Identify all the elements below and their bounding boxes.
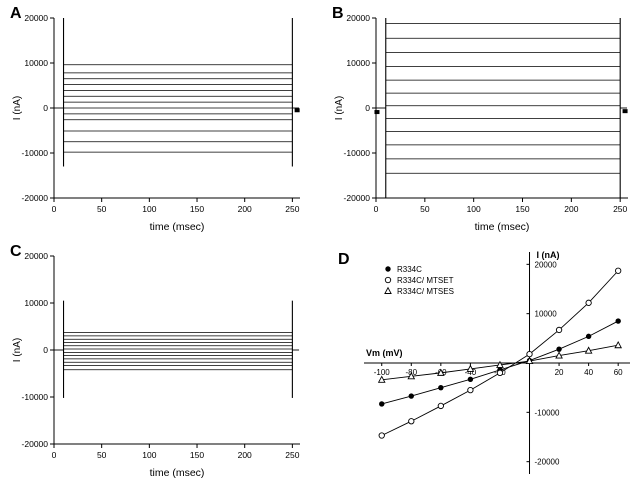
panel-d-plot: -100-80-60-40-20204060-20000-10000100002… — [364, 250, 630, 474]
marker-filled-circle — [379, 401, 385, 407]
panel-b-label: B — [332, 5, 344, 22]
y-axis-title: I (nA) — [12, 338, 23, 362]
x-tick-label: 200 — [238, 450, 252, 460]
marker-filled-circle — [438, 384, 444, 391]
y-tick-label: 20000 — [24, 251, 48, 261]
panel-c: C 0 50 100 150 200 250 -20000 -10000 0 10000 20000… — [8, 244, 310, 486]
marker-filled-circle — [585, 333, 592, 340]
x-tick-label: -40 — [465, 368, 477, 377]
marker-filled-circle — [615, 318, 621, 324]
x-axis-title: Vm (mV) — [366, 348, 403, 358]
y-tick-label: 10000 — [535, 310, 558, 319]
x-tick-label: 50 — [97, 204, 107, 214]
holding-marker — [374, 110, 380, 115]
marker-open-triangle — [555, 351, 563, 359]
marker-open-circle — [378, 432, 385, 439]
y-tick-label: 0 — [43, 345, 48, 355]
x-tick-label: 0 — [52, 450, 57, 460]
y-tick-label: -10000 — [22, 392, 49, 402]
y-tick-label: -10000 — [22, 148, 49, 158]
y-tick-label: 10000 — [346, 58, 370, 68]
y-tick-label: 20000 — [346, 13, 370, 23]
marker-open-triangle — [466, 364, 475, 372]
marker-filled-circle — [556, 346, 562, 352]
panel-c-plot: 0 50 100 150 200 250 -20000 -10000 0 10000 20000 ti… — [12, 251, 300, 479]
x-tick-label: 200 — [564, 204, 578, 214]
y-tick-label: 0 — [43, 103, 48, 113]
panel-c-label: C — [10, 243, 22, 260]
marker-open-circle — [467, 386, 474, 394]
y-tick-label: -20000 — [22, 439, 49, 449]
marker-open-triangle — [525, 356, 534, 364]
y-axis-title: I (nA) — [334, 96, 345, 120]
x-tick-label: 0 — [374, 204, 379, 214]
x-tick-label: -80 — [406, 368, 418, 377]
marker-open-triangle — [614, 340, 623, 349]
x-tick-label: 100 — [142, 450, 156, 460]
y-tick-label: 20000 — [24, 13, 48, 23]
x-tick-label: 250 — [285, 204, 299, 214]
y-tick-label: -10000 — [344, 148, 371, 158]
marker-open-triangle — [407, 372, 416, 380]
panel-b: B 0 50 100 150 200 250 -20000 -10000 0 10000 20000… — [330, 6, 640, 240]
x-tick-label: 20 — [555, 368, 564, 377]
x-tick-label: 40 — [584, 368, 593, 377]
panel-d: D -100-80-60-40-20204060-20000-100001000… — [330, 246, 640, 486]
x-tick-label: 50 — [97, 450, 107, 460]
y-tick-label: -10000 — [535, 408, 560, 417]
x-tick-label: 150 — [190, 204, 204, 214]
panel-d-label: D — [338, 251, 350, 268]
x-tick-label: 250 — [285, 450, 299, 460]
x-tick-label: -100 — [374, 368, 391, 377]
marker-open-circle — [437, 402, 444, 410]
x-tick-label: 250 — [613, 204, 627, 214]
x-axis-title: time (msec) — [150, 467, 205, 479]
marker-open-circle — [384, 276, 392, 284]
marker-open-triangle — [384, 286, 392, 294]
x-tick-label: 150 — [190, 450, 204, 460]
panel-a-plot: 0 50 100 150 200 250 -20000 -10000 0 10000 20000 ti… — [12, 13, 300, 233]
x-tick-label: 60 — [614, 368, 623, 377]
legend-label: R334C — [397, 265, 422, 274]
holding-marker — [294, 108, 300, 113]
x-axis-title: time (msec) — [150, 221, 205, 233]
marker-open-circle — [496, 369, 504, 377]
y-tick-label: 10000 — [24, 298, 48, 308]
x-tick-label: 100 — [142, 204, 156, 214]
y-tick-label: -20000 — [344, 193, 371, 203]
legend-label: R334C/ MTSET — [397, 276, 454, 285]
marker-open-triangle — [377, 375, 386, 383]
y-axis-title: I (nA) — [537, 250, 560, 260]
y-tick-label: -20000 — [535, 458, 560, 467]
x-tick-label: 200 — [238, 204, 252, 214]
panel-a: A 0 50 100 150 200 250 -20000 -10000 0 10000 20000… — [8, 6, 310, 240]
y-tick-label: 0 — [365, 103, 370, 113]
marker-open-triangle — [496, 360, 504, 368]
marker-open-circle — [408, 418, 415, 425]
x-tick-label: 100 — [467, 204, 481, 214]
legend-label: R334C/ MTSES — [397, 287, 454, 296]
panel-b-plot: 0 50 100 150 200 250 -20000 -10000 0 10000 20000 ti… — [334, 13, 628, 233]
marker-open-triangle — [436, 368, 445, 376]
marker-filled-circle — [467, 376, 474, 382]
panel-a-label: A — [10, 5, 22, 22]
marker-open-circle — [526, 350, 533, 358]
marker-open-triangle — [584, 346, 593, 354]
x-tick-label: 50 — [420, 204, 430, 214]
y-tick-label: 20000 — [535, 260, 558, 269]
y-tick-label: -20000 — [22, 193, 49, 203]
marker-filled-circle — [385, 266, 391, 272]
x-axis-title: time (msec) — [475, 221, 530, 233]
marker-open-circle — [585, 299, 592, 306]
holding-marker — [622, 109, 628, 114]
y-tick-label: 10000 — [24, 58, 48, 68]
marker-open-circle — [615, 267, 622, 274]
x-tick-label: 0 — [52, 204, 57, 214]
marker-filled-circle — [408, 393, 414, 399]
x-tick-label: 150 — [515, 204, 529, 214]
y-axis-title: I (nA) — [12, 96, 23, 120]
marker-open-circle — [555, 326, 563, 334]
